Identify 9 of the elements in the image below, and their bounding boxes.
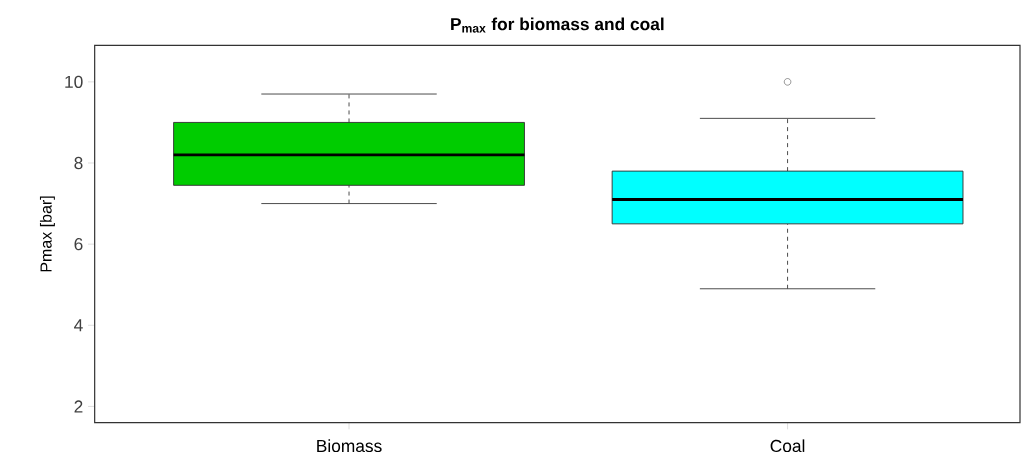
x-tick-label: Coal <box>770 439 805 453</box>
y-tick-label: 4 <box>74 319 83 332</box>
y-tick-label: 6 <box>74 238 83 251</box>
chart-title: P$_{max}$ for biomass and coal <box>451 17 664 33</box>
y-axis-title: Pmax [bar] <box>39 196 55 272</box>
y-tick-label: 8 <box>74 157 83 170</box>
y-tick-label: 2 <box>74 400 83 413</box>
y-tick-label: 10 <box>65 75 83 89</box>
x-tick-label: Biomass <box>317 439 382 453</box>
